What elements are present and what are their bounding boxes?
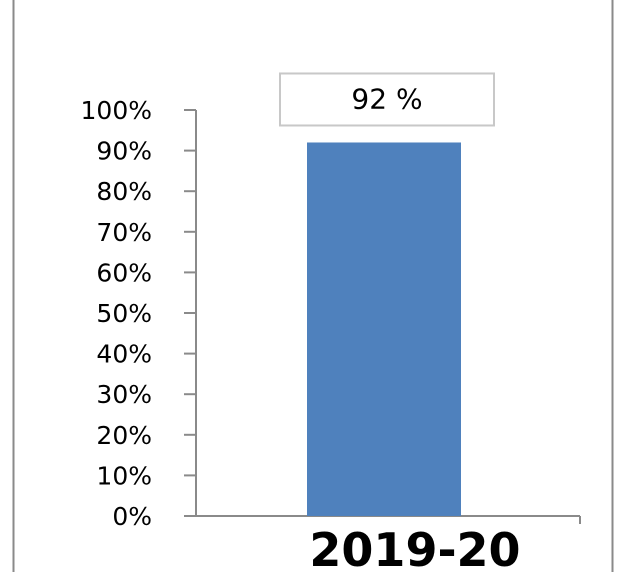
bar-series	[307, 142, 461, 517]
y-tick-label: 0%	[112, 502, 152, 531]
x-axis: 2019-20	[196, 515, 581, 572]
y-tick-label: 40%	[96, 340, 152, 369]
y-tick-label: 30%	[96, 380, 152, 409]
data-label: 92 %	[351, 82, 422, 115]
y-tick-label: 100%	[81, 96, 152, 125]
y-tick-label: 60%	[96, 258, 152, 287]
y-tick-label: 80%	[96, 177, 152, 206]
y-tick-label: 50%	[96, 299, 152, 328]
data-labels: 92 %	[279, 72, 495, 127]
y-tick-label: 90%	[96, 137, 152, 166]
data-label-box	[279, 72, 495, 127]
y-tick-label: 70%	[96, 218, 152, 247]
bar	[307, 142, 461, 517]
y-axis: 0% 10% 20% 30% 40% 50% 60% 70% 80% 90% 100%	[81, 96, 197, 531]
y-tick-label: 10%	[96, 461, 152, 490]
y-tick-label: 20%	[96, 421, 152, 450]
x-category-label: 2019-20	[309, 523, 520, 572]
